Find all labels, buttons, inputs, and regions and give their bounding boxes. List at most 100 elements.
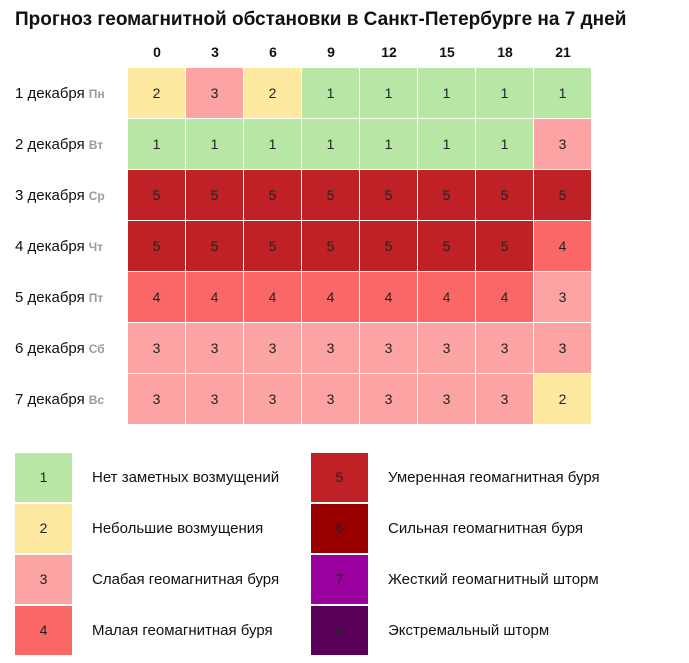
heatmap-cell: 3 [302,323,359,373]
heatmap-cell: 1 [418,68,475,118]
heatmap-cell: 1 [186,119,243,169]
hour-header: 18 [497,44,513,60]
heatmap-cell: 1 [244,119,301,169]
legend-swatch: 5 [311,453,368,502]
hour-header: 21 [555,44,571,60]
heatmap-cell: 1 [302,68,359,118]
date-label: 6 декабря Сб [15,323,105,374]
heatmap-cell: 1 [418,119,475,169]
legend-swatch: 6 [311,504,368,553]
heatmap-cell: 5 [244,221,301,271]
legend: 1 Нет заметных возмущений 2 Небольшие возму… [0,453,689,661]
heatmap-cell: 3 [476,323,533,373]
heatmap-cell: 3 [244,374,301,424]
heatmap-cell: 5 [128,170,185,220]
heatmap-cell: 4 [186,272,243,322]
heatmap-cell: 1 [360,119,417,169]
heatmap-cell: 3 [128,374,185,424]
date-text: 2 декабря [15,136,85,153]
legend-label: Малая геомагнитная буря [92,622,273,639]
heatmap-cell: 5 [186,221,243,271]
heatmap-cell: 3 [128,323,185,373]
heatmap-cell: 4 [302,272,359,322]
heatmap-cell: 5 [186,170,243,220]
date-text: 3 декабря [15,187,85,204]
weekday-text: Пт [88,291,104,305]
hour-header: 3 [211,44,219,60]
heatmap-cell: 1 [302,119,359,169]
heatmap-cell: 3 [418,323,475,373]
heatmap-cell: 3 [360,374,417,424]
heatmap-cell: 4 [244,272,301,322]
date-text: 1 декабря [15,85,85,102]
heatmap-cell: 4 [418,272,475,322]
legend-label: Небольшие возмущения [92,520,264,537]
heatmap-cell: 3 [186,323,243,373]
heatmap-cell: 2 [534,374,591,424]
heatmap-cell: 4 [128,272,185,322]
date-label: 4 декабря Чт [15,221,103,272]
weekday-text: Вт [88,138,104,152]
heatmap-cell: 4 [534,221,591,271]
legend-label: Экстремальный шторм [388,622,550,639]
date-text: 7 декабря [15,391,85,408]
hour-header: 15 [439,44,455,60]
date-label: 2 декабря Вт [15,119,103,170]
heatmap-cell: 1 [476,68,533,118]
date-text: 4 декабря [15,238,85,255]
legend-swatch: 4 [15,606,72,655]
heatmap-cell: 3 [360,323,417,373]
heatmap-cell: 4 [360,272,417,322]
heatmap-cell: 4 [476,272,533,322]
heatmap-cell: 5 [302,221,359,271]
heatmap-cell: 5 [476,221,533,271]
legend-swatch: 8 [311,606,368,655]
legend-label: Умеренная геомагнитная буря [388,469,600,486]
legend-label: Нет заметных возмущений [92,469,280,486]
weekday-text: Чт [88,240,104,254]
heatmap-cell: 5 [244,170,301,220]
hour-header: 12 [381,44,397,60]
date-label: 5 декабря Пт [15,272,103,323]
heatmap-cell: 1 [476,119,533,169]
legend-label: Сильная геомагнитная буря [388,520,583,537]
heatmap-cell: 3 [186,68,243,118]
date-text: 5 декабря [15,289,85,306]
heatmap-cell: 2 [244,68,301,118]
heatmap-cell: 3 [302,374,359,424]
date-label: 1 декабря Пн [15,68,105,119]
heatmap-cell: 1 [360,68,417,118]
weekday-text: Пн [88,87,105,101]
heatmap-cell: 1 [128,119,185,169]
hour-header: 9 [327,44,335,60]
legend-label: Слабая геомагнитная буря [92,571,280,588]
heatmap-cell: 2 [128,68,185,118]
weekday-text: Ср [88,189,105,203]
heatmap-cell: 5 [128,221,185,271]
date-text: 6 декабря [15,340,85,357]
legend-label: Жесткий геомагнитный шторм [388,571,599,588]
heatmap-cell: 3 [534,272,591,322]
heatmap-cell: 3 [418,374,475,424]
hour-headers: 0 3 6 9 12 15 18 21 [128,44,592,64]
heatmap-cell: 5 [534,170,591,220]
heatmap-cell: 3 [244,323,301,373]
legend-swatch: 7 [311,555,368,604]
heatmap-cell: 1 [534,68,591,118]
legend-swatch: 3 [15,555,72,604]
date-label: 7 декабря Вс [15,374,104,425]
hour-header: 0 [153,44,161,60]
heatmap-cell: 3 [534,323,591,373]
page-title: Прогноз геомагнитной обстановки в Санкт-… [15,9,627,30]
heatmap-cell: 5 [476,170,533,220]
heatmap-cell: 5 [418,221,475,271]
heatmap-cell: 5 [302,170,359,220]
weekday-text: Сб [88,342,105,356]
heatmap-cell: 5 [418,170,475,220]
heatmap-cell: 5 [360,170,417,220]
heatmap-cell: 3 [534,119,591,169]
hour-header: 6 [269,44,277,60]
legend-swatch: 2 [15,504,72,553]
legend-swatch: 1 [15,453,72,502]
